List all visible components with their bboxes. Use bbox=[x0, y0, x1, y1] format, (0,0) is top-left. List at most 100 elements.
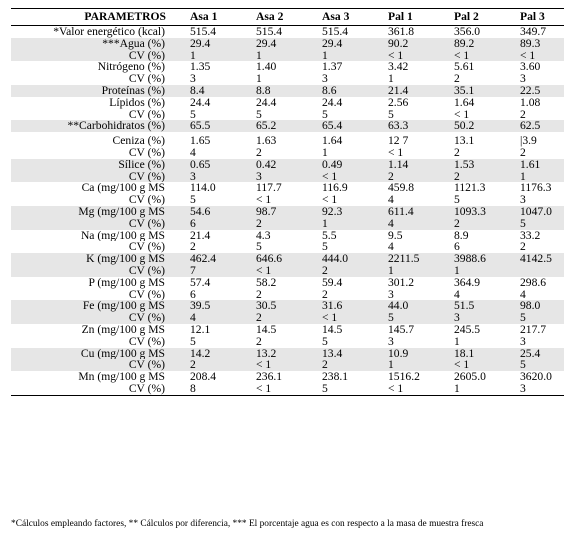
value-cell: 98.0 bbox=[498, 300, 564, 313]
table-row: Sílice (%) 0.65 0.42 0.49 1.14 1.53 1.61 bbox=[11, 158, 564, 171]
value-cell: 8 bbox=[168, 382, 234, 396]
table-row: Zn (mg/100 g MS 12.1 14.5 14.5 145.7 245.5 217… bbox=[11, 324, 564, 336]
row-label: Nitrógeno (%) bbox=[97, 61, 165, 74]
value-cell: 5 bbox=[498, 312, 564, 324]
value-cell: 1.14 bbox=[366, 158, 432, 171]
value-cell: 349.7 bbox=[520, 25, 547, 38]
value-cell: 65.5 bbox=[168, 120, 234, 133]
row-label: K (mg/100 g MS bbox=[11, 253, 168, 265]
value-cell: 1 bbox=[366, 359, 432, 372]
value-cell: 444.0 bbox=[300, 253, 366, 265]
table-row: Fe (mg/100 g MS 39.5 30.5 31.6 44.0 51.5 98.0 bbox=[11, 300, 564, 313]
value-cell: 65.4 bbox=[300, 120, 366, 133]
cv-row: CV (%) 5 < 1 < 1 4 5 3 bbox=[11, 194, 564, 206]
cv-row: CV (%) 2 5 5 4 6 2 bbox=[11, 241, 564, 253]
row-label: CV (%) bbox=[128, 194, 165, 206]
value-cell: 21.4 bbox=[190, 229, 211, 242]
value-cell: 22.5 bbox=[498, 84, 564, 97]
value-cell: 3 bbox=[520, 335, 526, 348]
value-cell: 50.2 bbox=[432, 120, 498, 133]
table-row: P (mg/100 g MS 57.4 58.2 59.4 301.2 364.9 298.… bbox=[11, 277, 564, 289]
value-cell: 2 bbox=[432, 170, 498, 183]
value-cell: 459.8 bbox=[388, 182, 415, 195]
row-label: CV (%) bbox=[128, 241, 165, 254]
header-pal-3: Pal 3 bbox=[520, 10, 545, 23]
table-row: **Carbohidratos (%) 65.5 65.2 65.4 63.3 50.2 6… bbox=[11, 120, 564, 133]
value-cell: 1 bbox=[234, 49, 300, 62]
value-cell: 1.35 bbox=[190, 61, 211, 74]
value-cell: 356.0 bbox=[454, 25, 481, 38]
value-cell: 51.5 bbox=[432, 300, 498, 313]
row-label: CV (%) bbox=[11, 217, 168, 230]
value-cell: 63.3 bbox=[366, 120, 432, 133]
value-cell: 145.7 bbox=[388, 323, 415, 336]
row-label: Zn (mg/100 g MS bbox=[81, 323, 165, 336]
value-cell: 5 bbox=[322, 241, 328, 254]
value-cell: 4 bbox=[168, 312, 234, 324]
value-cell: 2 bbox=[190, 241, 196, 254]
value-cell: 2.56 bbox=[388, 96, 409, 109]
value-cell: 2 bbox=[520, 241, 526, 254]
value-cell: 0.49 bbox=[300, 158, 366, 171]
header-pal-1: Pal 1 bbox=[388, 10, 413, 23]
value-cell: 12 7 bbox=[388, 134, 409, 147]
row-label: CV (%) bbox=[11, 359, 168, 372]
value-cell: 6 bbox=[454, 241, 460, 254]
value-cell: 2 bbox=[520, 108, 526, 121]
value-cell: < 1 bbox=[322, 194, 338, 206]
value-cell: 1176.3 bbox=[520, 182, 552, 195]
value-cell: 4 bbox=[520, 288, 526, 301]
value-cell: 1.61 bbox=[498, 158, 564, 171]
value-cell: 2 bbox=[432, 217, 498, 230]
value-cell: 14.2 bbox=[168, 347, 234, 360]
value-cell: 4142.5 bbox=[498, 253, 564, 265]
table-row: Proteínas (%) 8.4 8.8 8.6 21.4 35.1 22.5 bbox=[11, 84, 564, 97]
value-cell: 89.2 bbox=[432, 37, 498, 50]
parameters-table: PARAMETROS Asa 1 Asa 2 Asa 3 Pal 1 Pal 2… bbox=[11, 8, 564, 396]
value-cell: 9.5 bbox=[388, 229, 403, 242]
table-row: Ca (mg/100 g MS 114.0 117.7 116.9 459.8 1121.… bbox=[11, 182, 564, 194]
value-cell: 89.3 bbox=[498, 37, 564, 50]
table-row: Cu (mg/100 g MS 14.2 13.2 13.4 10.9 18.1 25.4 bbox=[11, 347, 564, 360]
value-cell: 2 bbox=[256, 335, 262, 348]
value-cell: 5 bbox=[190, 335, 196, 348]
value-cell: 1 bbox=[300, 49, 366, 62]
value-cell: 3 bbox=[168, 170, 234, 183]
value-cell: 54.6 bbox=[168, 205, 234, 218]
value-cell: 3 bbox=[520, 194, 526, 206]
value-cell: 1.40 bbox=[256, 61, 277, 74]
value-cell: 1.65 bbox=[190, 134, 211, 147]
value-cell: 44.0 bbox=[366, 300, 432, 313]
footnote: *Cálculos empleando factores, ** Cálculo… bbox=[11, 519, 484, 529]
value-cell: 2 bbox=[366, 170, 432, 183]
row-label: CV (%) bbox=[11, 382, 168, 396]
value-cell: 18.1 bbox=[432, 347, 498, 360]
value-cell: 301.2 bbox=[388, 276, 415, 289]
row-label: CV (%) bbox=[128, 146, 165, 159]
value-cell: 3 bbox=[432, 312, 498, 324]
value-cell: 30.5 bbox=[234, 300, 300, 313]
value-cell: 5 bbox=[190, 194, 196, 206]
value-cell: 65.2 bbox=[234, 120, 300, 133]
value-cell: < 1 bbox=[388, 146, 404, 159]
row-label: Cu (mg/100 g MS bbox=[11, 347, 168, 360]
value-cell: 1.53 bbox=[432, 158, 498, 171]
table-body: *Valor energético (kcal) 515.4 515.4 515.4 3… bbox=[11, 26, 564, 396]
header-asa-3: Asa 3 bbox=[322, 10, 350, 23]
value-cell: 1.64 bbox=[454, 96, 475, 109]
row-label: Mn (mg/100 g MS bbox=[78, 371, 165, 383]
row-label: Ca (mg/100 g MS bbox=[81, 182, 165, 195]
value-cell: 3 bbox=[190, 73, 196, 85]
value-cell: 7 bbox=[168, 264, 234, 277]
row-label: CV (%) bbox=[11, 312, 168, 324]
value-cell: 2 bbox=[168, 359, 234, 372]
header-asa-2: Asa 2 bbox=[256, 10, 284, 23]
value-cell: 3 bbox=[234, 170, 300, 183]
table-row: Mg (mg/100 g MS 54.6 98.7 92.3 611.4 1093.3 10… bbox=[11, 205, 564, 218]
value-cell: 1 bbox=[256, 73, 262, 85]
value-cell: < 1 bbox=[432, 359, 498, 372]
row-label: **Carbohidratos (%) bbox=[11, 120, 168, 133]
table-row: ***Agua (%) 29.4 29.4 29.4 90.2 89.2 89.3 bbox=[11, 37, 564, 50]
